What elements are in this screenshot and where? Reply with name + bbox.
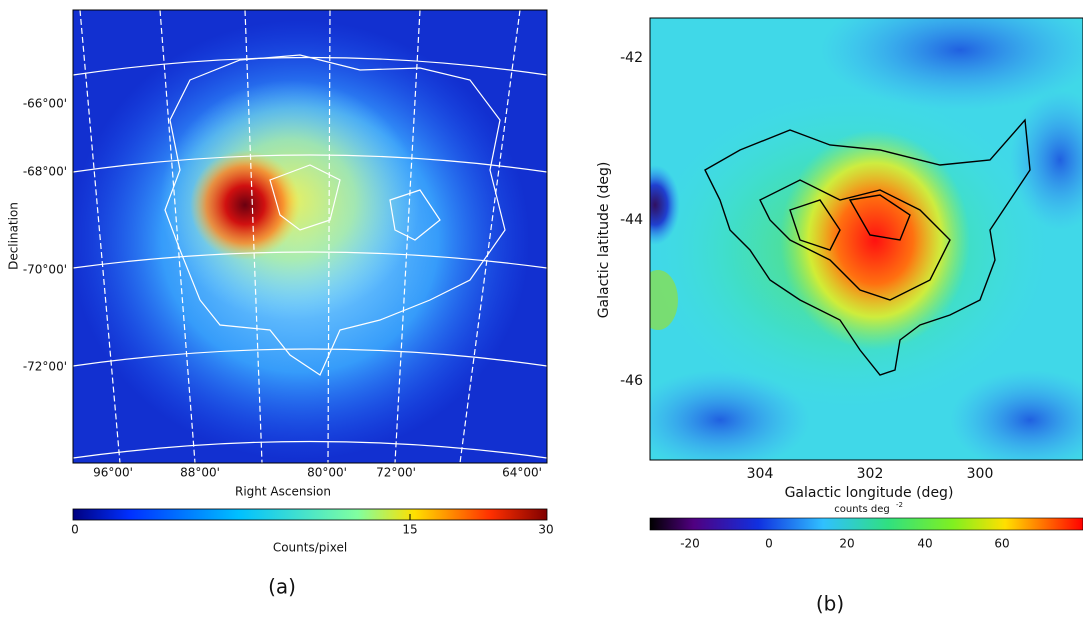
colorbar-tick-label: -20 <box>680 537 700 551</box>
x-tick-label: 302 <box>857 466 884 482</box>
x-tick-label: 304 <box>747 466 774 482</box>
x-tick-label: 96°00' <box>93 466 133 480</box>
x-tick-label: 80°00' <box>307 466 347 480</box>
y-tick-label: -46 <box>620 373 643 389</box>
x-tick-label: 64°00' <box>502 466 542 480</box>
x-axis-label: Right Ascension <box>235 485 331 499</box>
x-tick-label: 300 <box>967 466 994 482</box>
colorbar-tick-label: 15 <box>402 523 417 537</box>
x-axis-label: Galactic longitude (deg) <box>785 485 954 501</box>
x-tick-label: 72°00' <box>376 466 416 480</box>
y-axis-label: Galactic latitude (deg) <box>596 162 612 319</box>
colorbar <box>72 508 548 521</box>
colorbar-tick-label: 0 <box>71 523 79 537</box>
colorbar <box>649 517 1083 531</box>
colorbar-tick-label: 30 <box>538 523 553 537</box>
caption: (b) <box>816 592 844 616</box>
y-tick-label: -72°00' <box>23 360 67 374</box>
colorbar-tick-label: 40 <box>917 537 932 551</box>
colorbar-label: Counts/pixel <box>273 541 347 555</box>
y-tick-label: -70°00' <box>23 263 67 277</box>
colorbar-label: counts deg <box>834 504 889 515</box>
heatmap-a <box>73 10 547 463</box>
frame-b <box>649 17 1083 461</box>
colorbar-tick-label: 20 <box>839 537 854 551</box>
y-tick-label: -44 <box>620 212 643 228</box>
caption: (a) <box>268 575 296 599</box>
colorbar-tick-label: 0 <box>765 537 773 551</box>
axis-ticks-a <box>72 9 548 464</box>
heatmap-b <box>650 18 1083 460</box>
y-tick-label: -68°00' <box>23 165 67 179</box>
colorbar-tick-label: 60 <box>994 537 1009 551</box>
y-tick-label: -42 <box>620 50 643 66</box>
colorbar-label-exponent: -2 <box>896 501 903 509</box>
x-tick-label: 88°00' <box>180 466 220 480</box>
y-tick-label: -66°00' <box>23 97 67 111</box>
y-axis-label: Declination <box>7 202 21 270</box>
